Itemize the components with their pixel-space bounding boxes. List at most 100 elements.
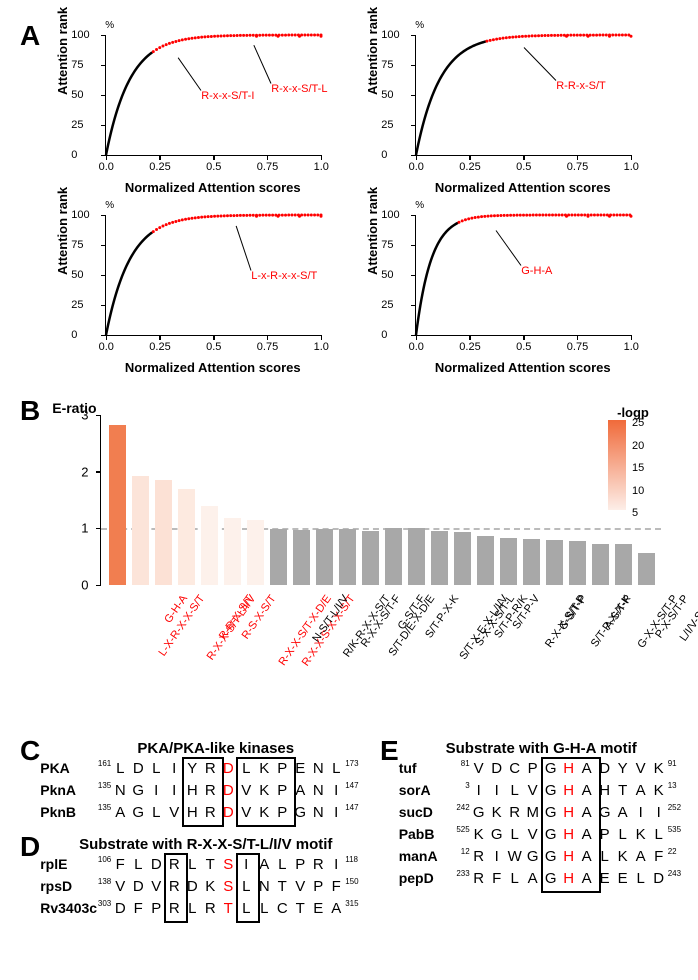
curve-point-red <box>618 34 621 37</box>
curve-point-red <box>294 214 297 217</box>
curve-point-red <box>217 215 220 218</box>
curve-black <box>416 223 458 335</box>
bar <box>546 540 563 585</box>
curve-point-red <box>558 214 561 217</box>
curve-point-red <box>593 214 596 217</box>
aa-cell: F <box>111 856 129 873</box>
y-tick: 0 <box>71 329 77 341</box>
x-tick: 0.5 <box>516 161 531 173</box>
aa-cell: N <box>309 760 327 777</box>
curve-point-red <box>521 35 524 38</box>
aa-cell: R <box>201 782 219 799</box>
plot-area: 02550751000.00.250.50.751.0G-H-A <box>415 215 631 336</box>
aa-cell: D <box>129 878 147 895</box>
seq-start: 138 <box>95 877 111 886</box>
seq-row: rpsD138VDVRDKSLNTVPF150 <box>40 875 361 897</box>
curve-point-red <box>525 214 528 217</box>
attention-subplot: %Attention rankNormalized Attention scor… <box>55 25 335 195</box>
curve-point-red <box>561 214 564 217</box>
y-tick: 0 <box>71 149 77 161</box>
x-tick-mark <box>213 155 215 160</box>
panel-c-seqs: PKA161LDLIYRDLKPENL173PknA135NGIIHRDVKPA… <box>40 757 361 823</box>
seq-row: Rv3403c303DFPRLRTLLCTEA315 <box>40 897 361 919</box>
curve-point-red <box>229 214 232 217</box>
curve-point-red <box>152 230 155 233</box>
curve-point-red <box>191 37 194 40</box>
seq-end: 147 <box>345 781 361 790</box>
aa-cell: N <box>255 878 273 895</box>
attention-subplot: %Attention rankNormalized Attention scor… <box>55 205 335 375</box>
curve-point-red <box>487 215 490 218</box>
curve-point-red <box>509 214 512 217</box>
percent-sign: % <box>105 20 114 31</box>
curve-point-red <box>197 36 200 39</box>
curve-point-red <box>553 34 556 37</box>
seq-start: 242 <box>454 803 470 812</box>
attention-subplot: %Attention rankNormalized Attention scor… <box>365 25 645 195</box>
aa-cell: K <box>488 804 506 821</box>
aa-cell: L <box>147 804 165 821</box>
aa-cell: V <box>632 760 650 777</box>
y-label: Attention rank <box>55 7 70 95</box>
y-tick: 100 <box>71 209 89 221</box>
aa-cell: V <box>165 804 183 821</box>
curve-point-red <box>535 214 538 217</box>
aa-cell: D <box>596 760 614 777</box>
curve-point-red <box>484 215 487 218</box>
curve-point-red <box>152 50 155 53</box>
aa-cell: I <box>327 856 345 873</box>
seq-name: sorA <box>399 782 454 798</box>
aa-cell: K <box>255 804 273 821</box>
aa-cell: D <box>219 782 237 799</box>
aa-cell: D <box>129 760 147 777</box>
curve-point-red <box>213 215 216 218</box>
bar <box>431 531 448 585</box>
aa-cell: A <box>524 870 542 887</box>
x-tick-mark <box>213 335 215 340</box>
x-tick: 1.0 <box>624 161 639 173</box>
aa-cell: L <box>237 878 255 895</box>
bar <box>569 541 586 585</box>
x-tick-mark <box>416 155 418 160</box>
bar <box>615 544 632 585</box>
aa-cell: A <box>578 826 596 843</box>
aa-cell: L <box>632 870 650 887</box>
aa-cell: F <box>129 900 147 917</box>
aa-cell: C <box>506 760 524 777</box>
seq-end: 13 <box>668 781 684 790</box>
curve-point-red <box>615 34 618 37</box>
curve-point-red <box>522 214 525 217</box>
x-tick: 0.25 <box>459 161 480 173</box>
curve-point-red <box>258 34 261 37</box>
curve-point-red <box>313 214 316 217</box>
bar-chart: E-ratio 0123L-X-R-X-X-S/TG-H-AR-X-X-S/T-… <box>60 405 678 725</box>
curve-point-red <box>534 34 537 37</box>
y-tick: 75 <box>71 59 83 71</box>
x-tick-mark <box>321 155 323 160</box>
seq-start: 303 <box>95 899 111 908</box>
seq-start: 233 <box>454 869 470 878</box>
curve-point-red <box>595 34 598 37</box>
aa-cell: K <box>632 826 650 843</box>
seq-end: 91 <box>668 759 684 768</box>
aa-cell: G <box>542 760 560 777</box>
seq-start: 106 <box>95 855 111 864</box>
curve-point-red <box>271 214 274 217</box>
curve-point-red <box>281 214 284 217</box>
percent-sign: % <box>415 200 424 211</box>
seq-end: 118 <box>345 855 361 864</box>
bar <box>408 528 425 585</box>
curve-point-red <box>541 34 544 37</box>
panel-d-label: D <box>20 831 40 863</box>
curve-point-red <box>307 214 310 217</box>
x-tick: 0.75 <box>567 161 588 173</box>
aa-cell: G <box>488 826 506 843</box>
bar-area: 0123L-X-R-X-X-S/TG-H-AR-X-X-S/T-L/I/VR-R… <box>100 415 661 585</box>
aa-cell: P <box>596 826 614 843</box>
y-tick: 50 <box>381 269 393 281</box>
curve-point-red <box>502 37 505 40</box>
aa-cell: F <box>327 878 345 895</box>
curve-point-red <box>252 34 255 37</box>
bar-y-tick: 2 <box>81 464 88 479</box>
seq-start: 135 <box>95 803 111 812</box>
